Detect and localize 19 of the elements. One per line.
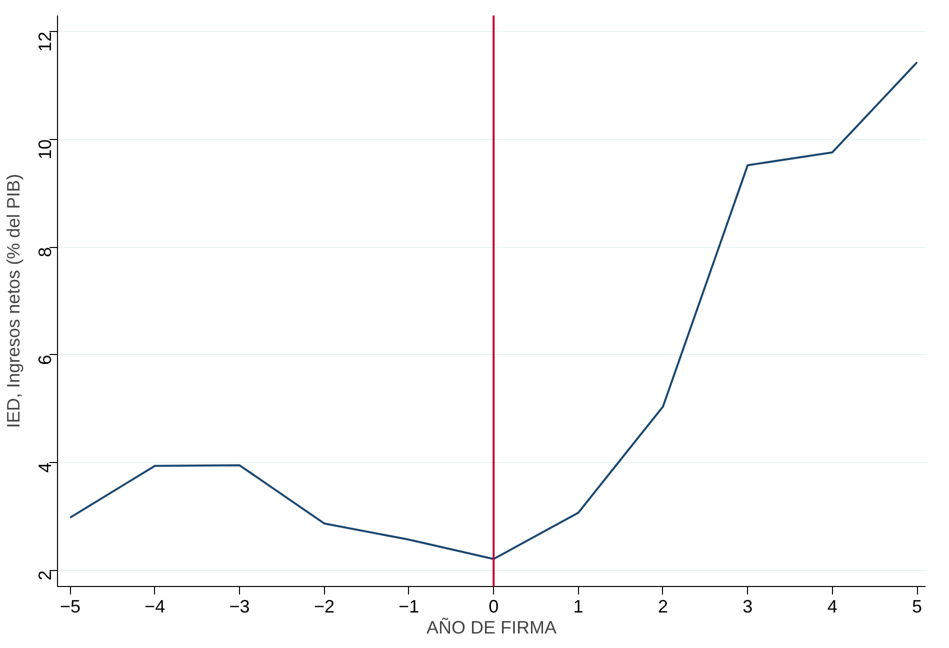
x-tick-label: 5 [912, 596, 922, 616]
x-tick-label: −1 [398, 596, 420, 616]
y-tick-label: 4 [35, 462, 55, 473]
y-tick-label: 6 [35, 354, 55, 365]
x-tick-label: 4 [827, 596, 838, 616]
x-tick-label: −2 [314, 596, 335, 616]
x-tick-label: −4 [144, 596, 166, 616]
x-tick-label: 1 [573, 596, 584, 616]
x-tick-label: 3 [742, 596, 753, 616]
y-tick-label: 12 [35, 32, 55, 52]
x-tick-label: −5 [60, 596, 80, 616]
x-tick-label: −3 [229, 596, 250, 616]
y-tick-label: 10 [35, 139, 55, 160]
x-tick-label: 2 [658, 596, 668, 616]
x-tick-label: 0 [488, 596, 499, 616]
y-tick-label: 8 [35, 247, 55, 258]
x-axis-title: AÑO DE FIRMA [426, 618, 557, 638]
y-axis-title: IED, Ingresos netos (% del PIB) [4, 174, 24, 428]
y-tick-label: 2 [35, 570, 55, 580]
